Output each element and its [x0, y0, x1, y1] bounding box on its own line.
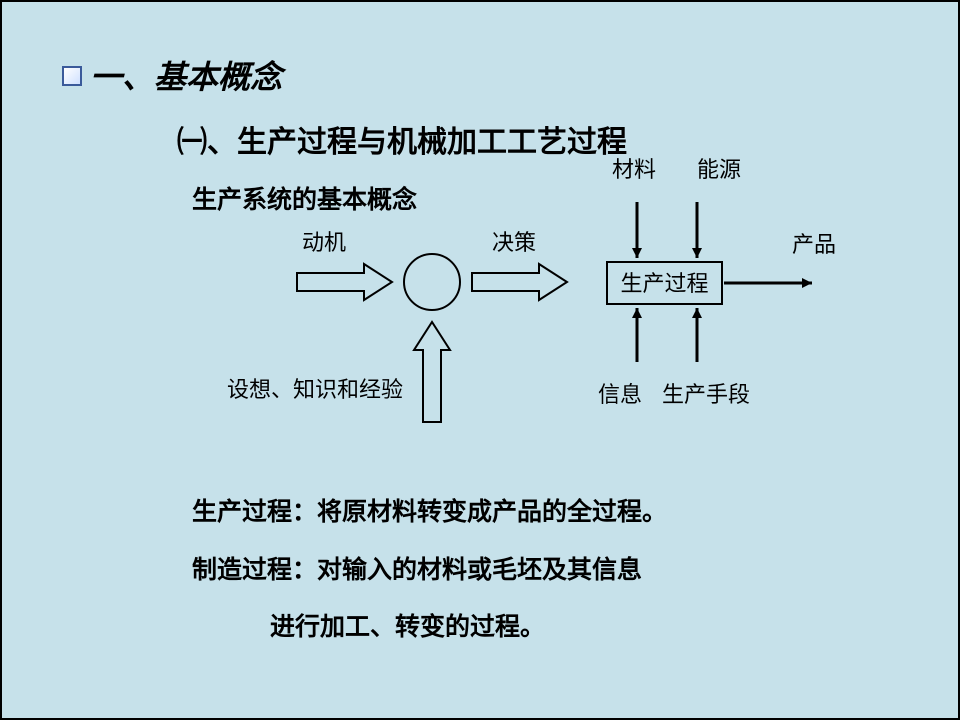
label-motivation: 动机 — [302, 230, 346, 255]
arrow-ideas — [414, 322, 450, 422]
label-decision: 决策 — [492, 230, 536, 255]
definition-line: 制造过程：对输入的材料或毛坯及其信息 — [192, 550, 642, 586]
decision-node — [404, 254, 460, 310]
label-means: 生产手段 — [662, 382, 750, 407]
arrow-motivation — [297, 264, 392, 300]
label-info: 信息 — [598, 382, 642, 407]
process-box-label: 生产过程 — [620, 271, 708, 296]
label-product: 产品 — [792, 232, 836, 257]
slide-background: 一、基本概念 ㈠、生产过程与机械加工工艺过程 生产系统的基本概念 生产过程动机决… — [0, 0, 960, 720]
arrow-decision — [472, 264, 567, 300]
definition-line: 进行加工、转变的过程。 — [270, 607, 545, 643]
definition-line: 生产过程：将原材料转变成产品的全过程。 — [192, 492, 667, 528]
label-energy: 能源 — [697, 157, 741, 182]
label-ideas: 设想、知识和经验 — [227, 377, 403, 402]
label-material: 材料 — [612, 157, 656, 182]
